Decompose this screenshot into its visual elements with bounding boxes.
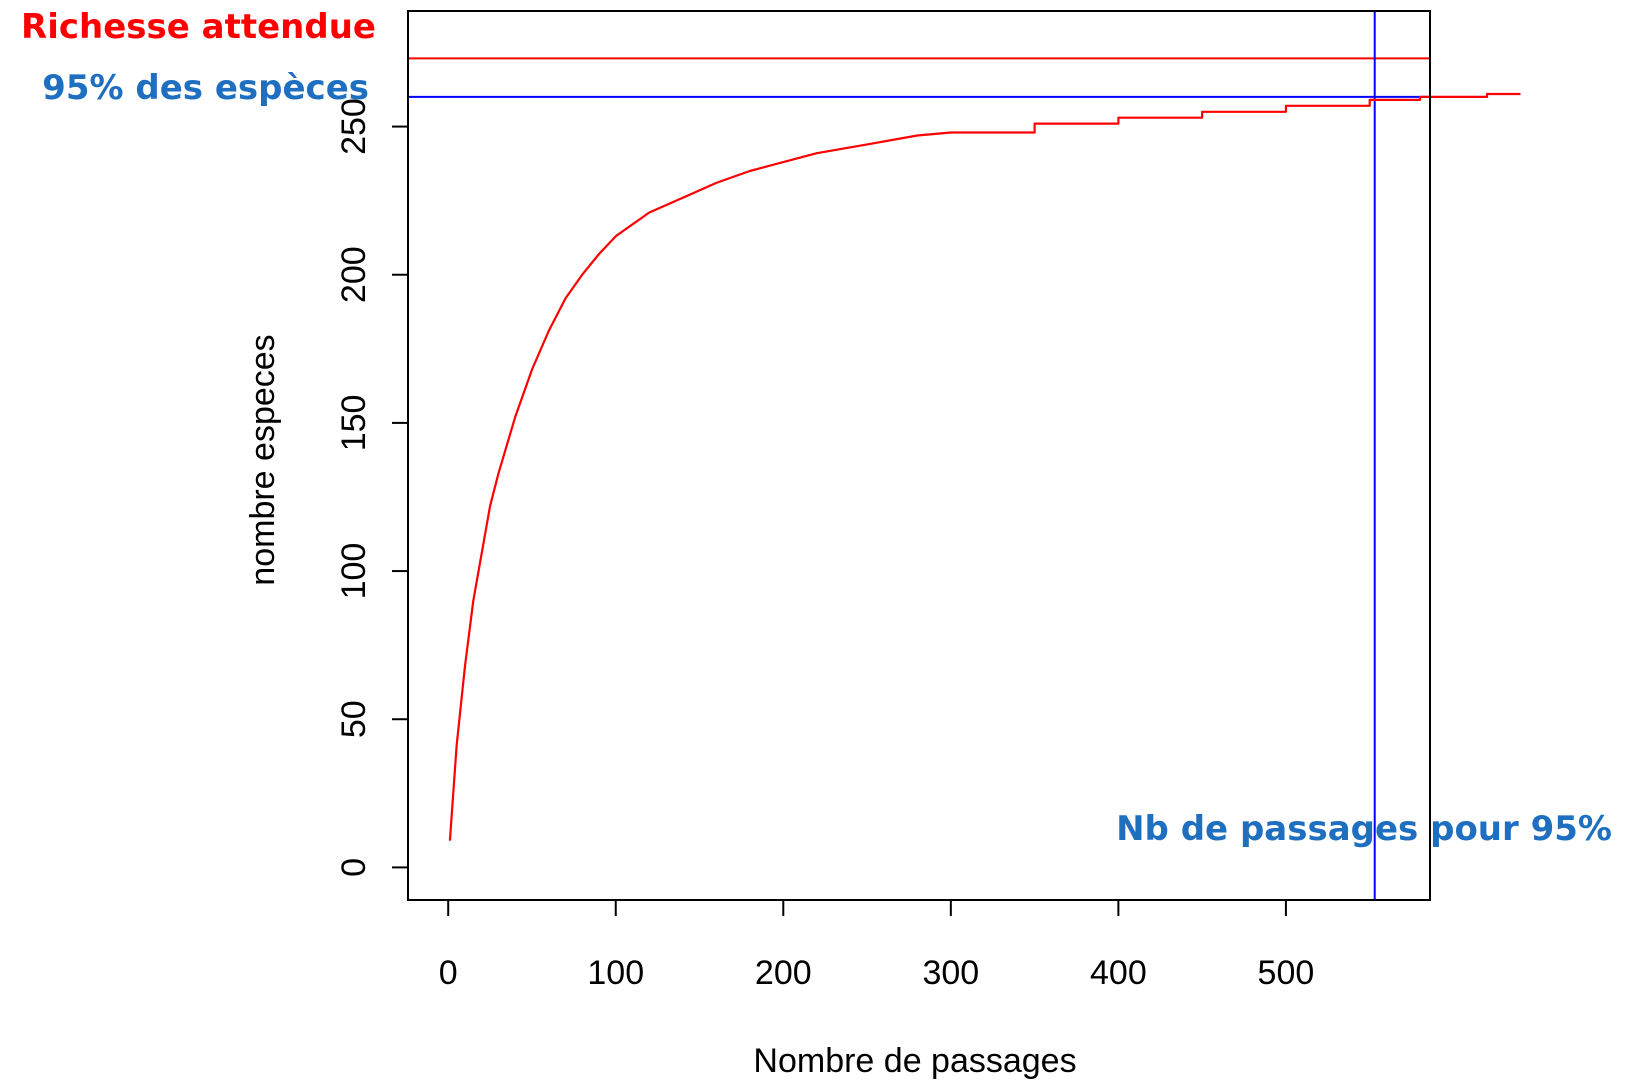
x-tick-label-200: 200 — [755, 954, 812, 992]
reference-lines — [408, 11, 1430, 900]
y-tick-label-150: 150 — [335, 395, 373, 452]
x-axis: 0 100 200 300 400 500 — [439, 900, 1315, 992]
x-tick-label-300: 300 — [922, 954, 979, 992]
y-axis: 0 50 100 150 200 250 — [335, 98, 408, 877]
y-tick-label-100: 100 — [335, 543, 373, 600]
y-tick-label-50: 50 — [335, 700, 373, 738]
x-tick-label-500: 500 — [1258, 954, 1315, 992]
series-layer — [448, 92, 1521, 841]
x-tick-label-0: 0 — [439, 954, 458, 992]
y-axis-label: nombre especes — [244, 334, 282, 585]
species-95-annotation: 95% des espèces — [42, 68, 369, 108]
y-tick-label-200: 200 — [335, 246, 373, 303]
x-tick-label-100: 100 — [587, 954, 644, 992]
y-tick-label-0: 0 — [335, 858, 373, 877]
x-tick-label-400: 400 — [1090, 954, 1147, 992]
passages-95-annotation: Nb de passages pour 95% — [1116, 809, 1612, 849]
plot-frame — [407, 10, 1431, 901]
series-line-0 — [448, 92, 1521, 841]
x-axis-label: Nombre de passages — [753, 1042, 1076, 1080]
expected-richness-annotation: Richesse attendue — [21, 7, 376, 47]
y-tick-label-250: 250 — [335, 98, 373, 155]
